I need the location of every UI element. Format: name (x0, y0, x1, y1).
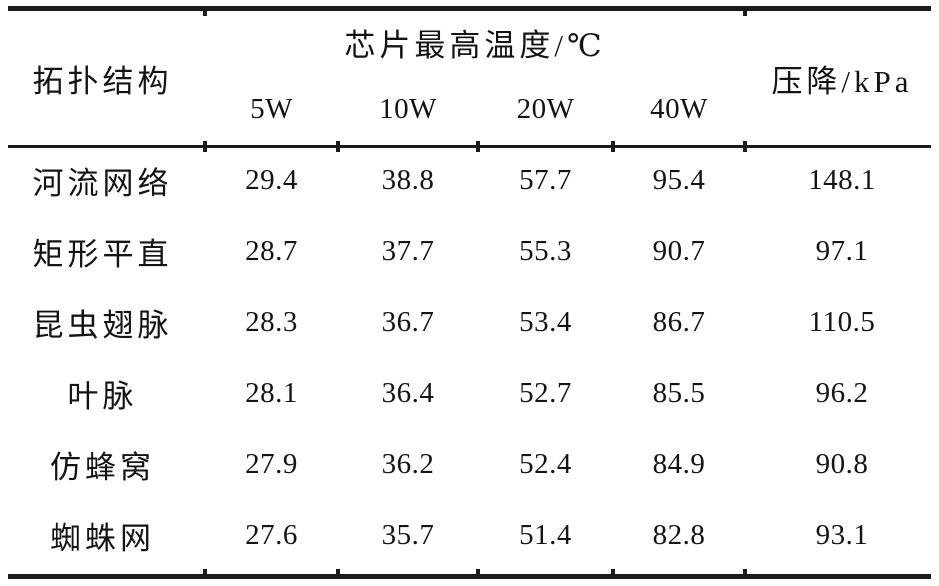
cell-value: 148.1 (808, 164, 876, 196)
row-label: 仿蜂窝 (50, 450, 155, 485)
row-label: 矩形平直 (32, 237, 173, 272)
cell-value: 36.7 (381, 306, 435, 338)
cell-value: 57.7 (519, 164, 572, 196)
table-top-rule (8, 6, 931, 11)
cell-value: 53.4 (519, 306, 572, 338)
cell-value: 95.4 (652, 164, 706, 196)
column-tick (743, 6, 747, 16)
cell-value: 51.4 (519, 519, 572, 551)
row-label: 河流网络 (32, 166, 173, 201)
cell-value: 84.9 (652, 448, 706, 480)
cell-value: 82.8 (652, 519, 706, 551)
cell-value: 37.7 (381, 235, 435, 267)
cell-value: 52.7 (519, 377, 572, 409)
cell-value: 27.9 (245, 448, 298, 480)
cell-value: 93.1 (815, 519, 869, 551)
table-header-rule (8, 145, 931, 148)
header-power-20w: 20W (516, 92, 575, 125)
cell-value: 38.8 (381, 164, 435, 196)
cell-value: 52.4 (519, 448, 572, 480)
column-tick (336, 141, 340, 152)
column-tick (476, 141, 480, 152)
column-tick (203, 569, 207, 579)
cell-value: 85.5 (652, 377, 706, 409)
column-tick (203, 6, 207, 16)
cell-value: 35.7 (381, 519, 435, 551)
cell-value: 90.8 (815, 448, 869, 480)
header-power-40w: 40W (650, 92, 708, 125)
table-bottom-rule (8, 574, 931, 579)
row-label: 昆虫翅脉 (32, 308, 173, 343)
header-power-10w: 10W (379, 92, 437, 125)
cell-value: 55.3 (519, 235, 572, 267)
header-pressure: 压降/kPa (771, 63, 913, 99)
column-tick (336, 569, 340, 579)
cell-value: 28.3 (245, 306, 298, 338)
column-tick (203, 141, 207, 152)
cell-value: 110.5 (808, 306, 876, 338)
column-tick (611, 141, 615, 152)
cell-value: 97.1 (815, 235, 869, 267)
cell-value: 86.7 (652, 306, 706, 338)
column-tick (611, 569, 615, 579)
cell-value: 28.1 (245, 377, 298, 409)
cell-value: 29.4 (245, 164, 298, 196)
column-tick (476, 569, 480, 579)
cell-value: 90.7 (652, 235, 706, 267)
header-power-5w: 5W (250, 92, 293, 125)
cell-value: 27.6 (245, 519, 298, 551)
cell-value: 36.4 (381, 377, 435, 409)
header-topology: 拓扑结构 (32, 63, 173, 99)
row-label: 蜘蛛网 (50, 521, 155, 556)
cell-value: 28.7 (245, 235, 298, 267)
data-table: 拓扑结构 芯片最高温度/℃ 压降/kPa 5W 10W 20W 40W 河流网络… (0, 11, 939, 571)
cell-value: 36.2 (381, 448, 435, 480)
row-label: 叶脉 (67, 379, 138, 414)
column-tick (743, 569, 747, 579)
header-temp-group: 芯片最高温度/℃ (344, 27, 606, 63)
column-tick (743, 141, 747, 152)
cell-value: 96.2 (815, 377, 869, 409)
